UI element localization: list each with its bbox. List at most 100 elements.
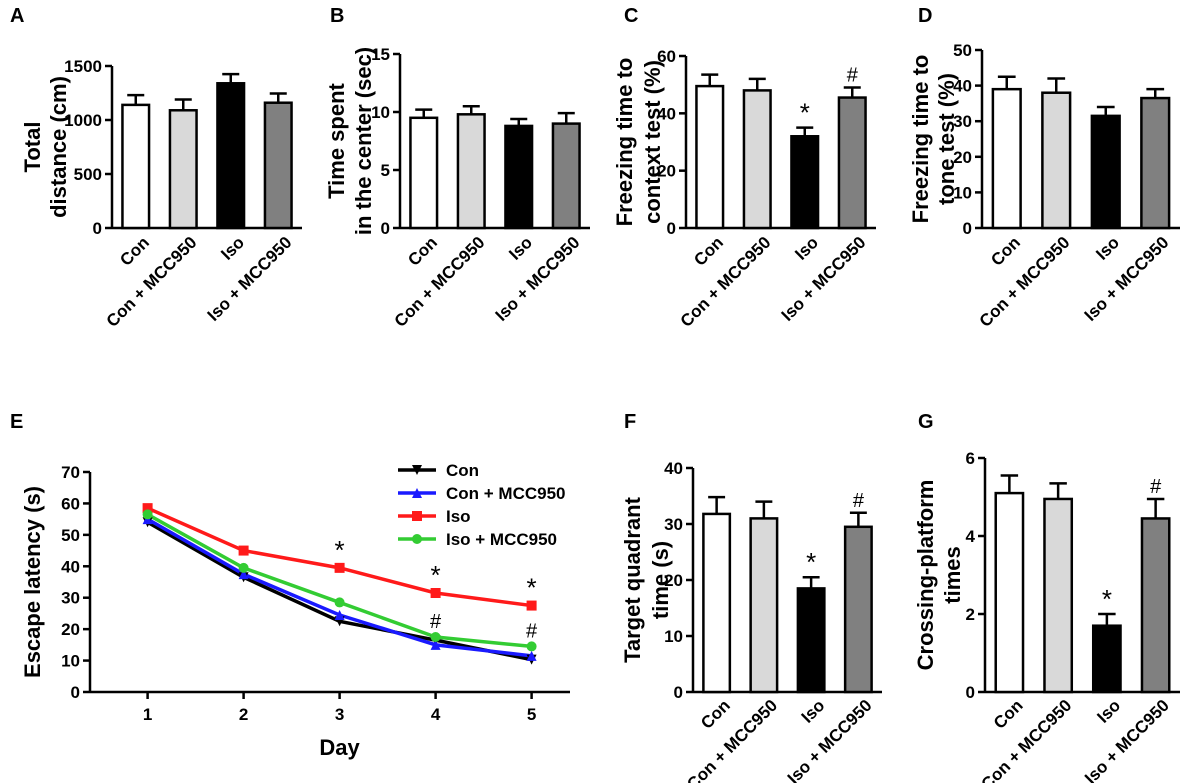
- x-tick-label: 4: [431, 705, 441, 724]
- data-point-marker: [238, 545, 249, 556]
- panel-e: E Escape latency (s) Day 0 10 20 30 40 50 60 70 1 2 3…: [10, 411, 570, 760]
- y-tick-label: 10: [953, 183, 972, 202]
- data-point-marker: [334, 597, 345, 608]
- panel-letter: B: [330, 5, 344, 27]
- data-point-marker: [142, 509, 153, 520]
- y-axis-title: time (s): [648, 541, 673, 619]
- data-point-marker: [334, 610, 345, 620]
- bar: [121, 103, 151, 230]
- y-tick-label: 2: [966, 605, 975, 624]
- bar: [168, 109, 198, 230]
- significance-mark: *: [431, 560, 441, 590]
- significance-mark: *: [1102, 584, 1112, 614]
- bar: [994, 491, 1025, 694]
- panel-d: D Freezing time to tone test (%)0 10 20 30 40 5…: [908, 5, 1180, 331]
- data-point-marker: [334, 562, 345, 573]
- data-point-marker: [526, 641, 537, 652]
- x-tick-label: 5: [527, 705, 536, 724]
- y-axis-title: Escape latency (s): [20, 486, 45, 678]
- data-point-marker: [412, 534, 422, 544]
- bar: [742, 89, 772, 230]
- data-point-marker: [412, 511, 422, 521]
- y-axis-title: context test (%): [640, 60, 665, 224]
- y-tick-label: 20: [657, 162, 676, 181]
- y-tick-label: 0: [71, 683, 80, 702]
- x-category-label: Iso + MCC950: [1081, 696, 1173, 783]
- data-point-marker: [430, 632, 441, 642]
- bar: [1090, 114, 1121, 230]
- significance-mark: #: [847, 65, 859, 87]
- bar: [991, 87, 1022, 230]
- legend: Con Con + MCC950 Iso Iso + MCC950: [398, 461, 566, 549]
- y-tick-label: 40: [953, 77, 972, 96]
- significance-mark: #: [853, 490, 865, 512]
- y-tick-label: 30: [664, 515, 683, 534]
- bar: [409, 116, 439, 230]
- bar: [837, 96, 867, 230]
- y-tick-label: 40: [61, 557, 80, 576]
- data-point-marker: [238, 562, 249, 573]
- y-tick-label: 20: [61, 620, 80, 639]
- bar: [216, 82, 246, 230]
- y-tick-label: 60: [61, 494, 80, 513]
- bar: [796, 587, 826, 694]
- x-category-label: Iso: [791, 233, 822, 264]
- legend-label: Iso + MCC950: [446, 530, 557, 549]
- x-category-label: Iso: [217, 233, 248, 264]
- x-category-label: Con: [116, 233, 153, 270]
- bar: [1043, 497, 1074, 694]
- y-tick-label: 15: [371, 45, 390, 64]
- y-tick-label: 6: [966, 449, 975, 468]
- bar: [702, 512, 732, 694]
- panel-letter: A: [10, 5, 24, 27]
- data-point-marker: [526, 600, 537, 611]
- y-axis-title: Freezing time to: [612, 58, 637, 227]
- x-category-label: Con + MCC950: [976, 233, 1074, 331]
- significance-mark: #: [1150, 476, 1162, 498]
- x-category-label: Con: [987, 233, 1024, 270]
- data-point-marker: [142, 503, 153, 514]
- y-tick-label: 0: [966, 683, 975, 702]
- x-category-label: Iso: [1093, 696, 1124, 727]
- y-tick-label: 500: [74, 165, 102, 184]
- y-axis-title: Freezing time to: [908, 55, 933, 224]
- panel-letter: D: [918, 5, 932, 27]
- legend-label: Con + MCC950: [446, 484, 566, 503]
- x-category-label: Con: [990, 696, 1027, 733]
- y-tick-label: 10: [664, 627, 683, 646]
- y-tick-label: 0: [667, 219, 676, 238]
- y-tick-label: 20: [953, 148, 972, 167]
- y-axis-title: times: [940, 546, 965, 603]
- x-tick-label: 2: [239, 705, 248, 724]
- y-axis-title: Time spent: [324, 82, 349, 198]
- y-tick-label: 40: [657, 104, 676, 123]
- y-tick-label: 5: [381, 161, 390, 180]
- y-tick-label: 1500: [64, 57, 102, 76]
- y-axis-title: in the center (sec): [351, 47, 376, 235]
- x-category-label: Con: [404, 233, 441, 270]
- bar: [695, 84, 725, 230]
- y-tick-label: 10: [61, 652, 80, 671]
- data-point-marker: [430, 639, 441, 650]
- bar: [1140, 517, 1171, 694]
- panel-c: C Freezing time to context test (%)0 20 40 60…: [612, 5, 876, 331]
- y-tick-label: 50: [953, 41, 972, 60]
- y-axis-title: Crossing-platform: [913, 480, 938, 671]
- significance-mark: *: [335, 535, 345, 565]
- bar: [1041, 91, 1072, 230]
- bar: [456, 113, 486, 230]
- y-tick-label: 0: [674, 683, 683, 702]
- x-category-label: Iso: [505, 233, 536, 264]
- y-tick-label: 70: [61, 463, 80, 482]
- x-tick-label: 1: [143, 705, 152, 724]
- panel-letter: G: [918, 411, 934, 433]
- x-category-label: Con: [690, 233, 727, 270]
- bar: [263, 101, 293, 230]
- y-tick-label: 30: [953, 112, 972, 131]
- y-tick-label: 0: [381, 219, 390, 238]
- significance-mark: *: [527, 573, 537, 603]
